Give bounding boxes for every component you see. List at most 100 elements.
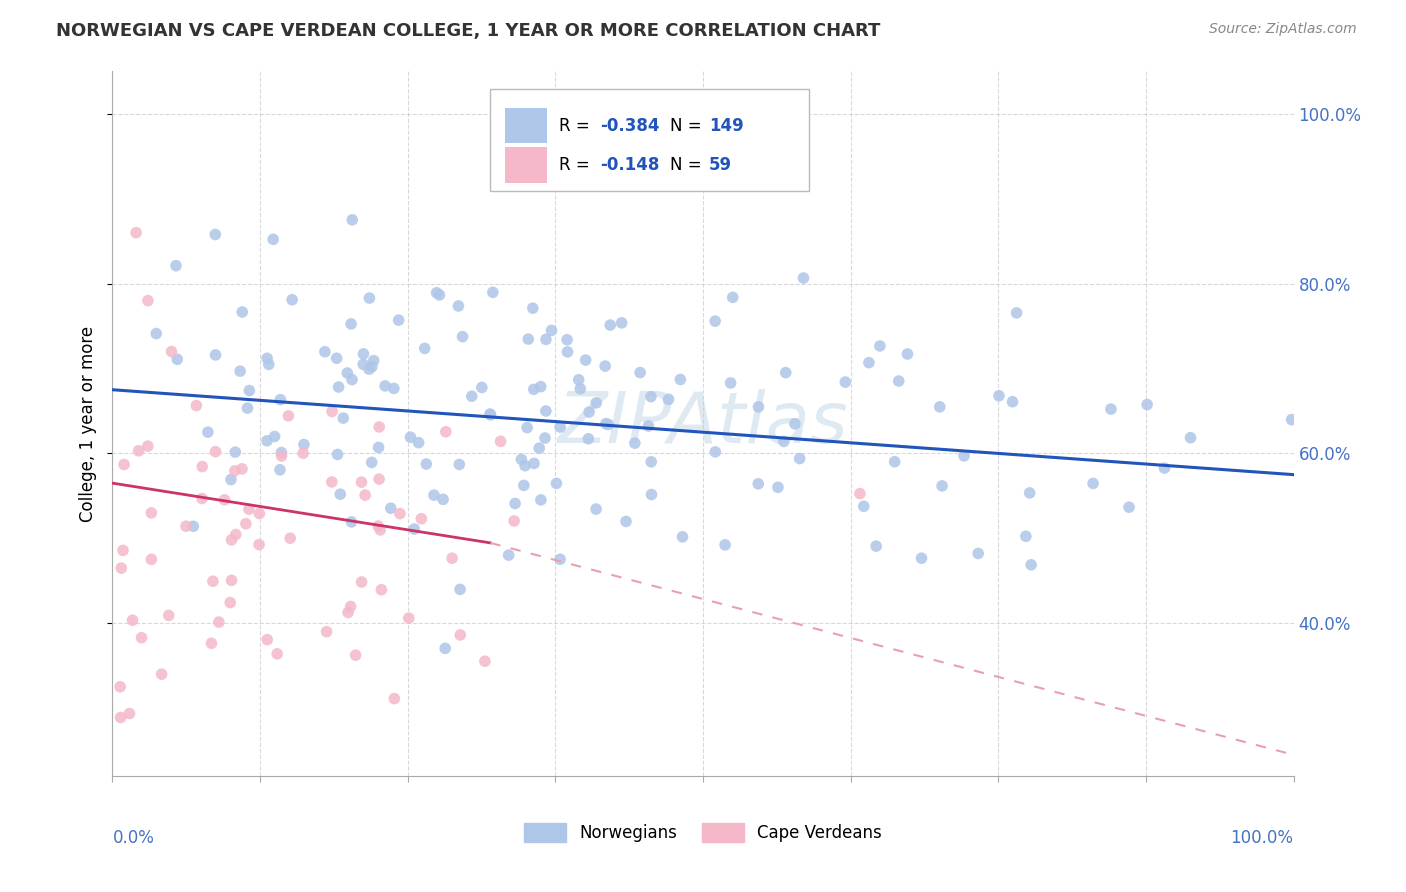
Point [610, 316, 633, 330]
Point [540, 323, 562, 337]
Point [869, 339, 891, 353]
Text: -0.148: -0.148 [600, 156, 659, 174]
Point [772, 434, 794, 449]
Point [157, 608, 180, 623]
Point [292, 437, 315, 451]
Point [165, 259, 187, 273]
Point [523, 382, 546, 396]
Point [624, 436, 647, 450]
Point [865, 539, 887, 553]
Point [388, 313, 411, 327]
Point [478, 407, 501, 421]
Point [229, 364, 252, 378]
Point [321, 404, 343, 418]
Point [382, 691, 405, 706]
Point [350, 574, 373, 589]
Point [141, 552, 163, 566]
Point [225, 527, 247, 541]
Point [1001, 394, 1024, 409]
Point [599, 318, 621, 332]
Point [269, 463, 291, 477]
Point [361, 359, 384, 374]
Point [595, 417, 617, 431]
Point [510, 452, 533, 467]
Point [548, 420, 571, 434]
Point [546, 476, 568, 491]
Point [503, 496, 526, 510]
Point [766, 480, 789, 494]
Point [614, 515, 637, 529]
Point [789, 451, 811, 466]
Point [479, 408, 502, 422]
Text: R =: R = [560, 117, 595, 135]
Point [221, 574, 243, 588]
Text: 59: 59 [709, 156, 733, 174]
Point [136, 293, 159, 308]
Point [200, 636, 222, 650]
Point [1136, 398, 1159, 412]
Point [121, 613, 143, 627]
Point [266, 647, 288, 661]
Point [953, 449, 976, 463]
Point [931, 479, 953, 493]
Point [219, 596, 242, 610]
Point [883, 455, 905, 469]
Point [329, 487, 352, 501]
Point [491, 178, 513, 193]
Point [658, 392, 681, 407]
Point [368, 523, 391, 537]
Point [429, 288, 451, 302]
Point [398, 611, 420, 625]
Point [111, 543, 134, 558]
Point [640, 455, 662, 469]
Point [145, 326, 167, 341]
Point [489, 434, 512, 449]
Text: N =: N = [669, 117, 707, 135]
Point [191, 491, 214, 506]
Point [534, 332, 557, 346]
Point [775, 366, 797, 380]
Point [988, 389, 1011, 403]
Text: 0.0%: 0.0% [112, 829, 155, 847]
Point [413, 342, 436, 356]
Point [1081, 476, 1104, 491]
Point [1281, 412, 1303, 426]
Point [221, 533, 243, 547]
Point [337, 606, 360, 620]
Point [434, 425, 457, 439]
Point [150, 667, 173, 681]
Point [110, 710, 132, 724]
Text: 100.0%: 100.0% [1230, 829, 1294, 847]
Point [640, 487, 662, 501]
Bar [505, 147, 547, 183]
Point [314, 344, 336, 359]
Point [704, 314, 727, 328]
Point [423, 488, 446, 502]
Point [928, 400, 950, 414]
Point [238, 384, 260, 398]
Point [191, 459, 214, 474]
Point [374, 379, 396, 393]
Point [128, 443, 150, 458]
Point [367, 441, 389, 455]
Point [382, 381, 405, 395]
Point [332, 411, 354, 425]
Point [270, 445, 292, 459]
Point [186, 399, 208, 413]
Point [344, 648, 367, 662]
Point [108, 680, 131, 694]
Point [281, 293, 304, 307]
Point [357, 362, 380, 376]
Point [340, 515, 363, 529]
Point [555, 333, 578, 347]
Point [858, 356, 880, 370]
Point [321, 475, 343, 489]
Point [204, 348, 226, 362]
Text: R =: R = [560, 156, 595, 174]
Point [721, 290, 744, 304]
Point [792, 271, 814, 285]
Point [270, 449, 292, 463]
Point [174, 519, 197, 533]
Point [352, 357, 374, 371]
Point [360, 455, 382, 469]
